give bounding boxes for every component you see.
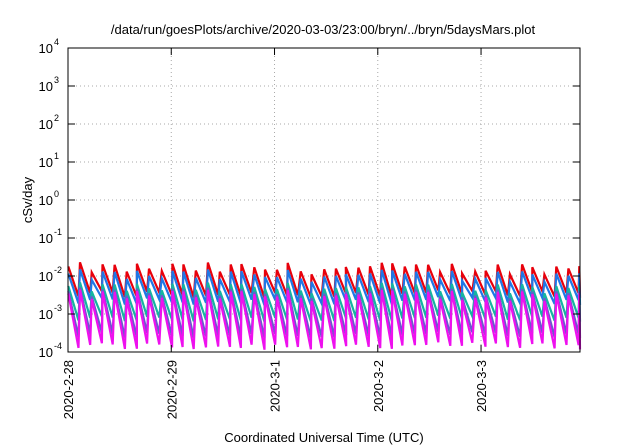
y-tick-label: 10 (39, 155, 53, 170)
y-tick-label: 10 (39, 193, 53, 208)
y-axis-label: cSv/day (20, 176, 35, 223)
y-tick-exponent: 0 (54, 189, 59, 199)
x-axis-label: Coordinated Universal Time (UTC) (224, 430, 423, 445)
series-layer (67, 261, 582, 350)
y-tick-label: 10 (39, 307, 53, 322)
x-tick-label: 2020-2-28 (61, 360, 76, 419)
x-tick-label: 2020-2-29 (164, 360, 179, 419)
series-line-5 (67, 289, 582, 350)
y-tick-exponent: -3 (54, 303, 62, 313)
x-tick-label: 2020-3-3 (474, 360, 489, 412)
x-tick-label: 2020-3-1 (268, 360, 283, 412)
x-tick-label: 2020-3-2 (371, 360, 386, 412)
x-tick-labels: 2020-2-28 2020-2-29 2020-3-1 2020-3-2 2020-3… (61, 360, 489, 419)
series-line-2 (67, 269, 582, 308)
y-tick-exponent: -2 (54, 265, 62, 275)
y-tick-label: 10 (39, 79, 53, 94)
y-tick-label: 10 (39, 231, 53, 246)
y-tick-label: 10 (39, 41, 53, 56)
y-tick-label: 10 (39, 117, 53, 132)
ticks (67, 47, 580, 353)
y-tick-exponent: 1 (54, 151, 59, 161)
y-tick-label: 10 (39, 345, 53, 360)
y-tick-exponent: -4 (54, 341, 62, 351)
y-tick-label: 10 (39, 269, 53, 284)
y-tick-exponent: 2 (54, 113, 59, 123)
y-tick-exponent: 3 (54, 75, 59, 85)
series-line-3 (67, 282, 582, 323)
series-line-1 (67, 261, 582, 301)
chart-title: /data/run/goesPlots/archive/2020-03-03/2… (111, 22, 536, 37)
y-tick-exponent: -1 (54, 227, 62, 237)
y-tick-exponent: 4 (54, 37, 59, 47)
